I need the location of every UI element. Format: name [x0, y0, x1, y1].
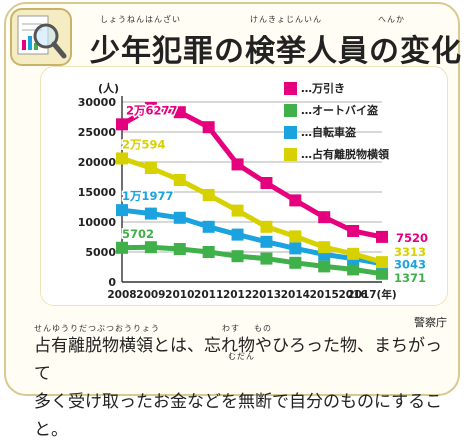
end-data-label: 1371 [394, 271, 426, 285]
data-point [260, 177, 273, 189]
data-point [173, 243, 186, 255]
data-point [202, 121, 215, 134]
x-tick-label: 2011 [194, 289, 223, 301]
y-tick-label: 0 [108, 276, 116, 289]
x-tick-label: 2009 [136, 289, 165, 301]
x-tick-label: 2013 [252, 289, 281, 301]
data-point [202, 246, 215, 258]
title-ruby-b: けんきょじんいん [250, 15, 322, 24]
data-point [260, 235, 273, 248]
start-data-label: 2万6277 [126, 103, 178, 117]
data-point [144, 102, 157, 114]
magnifier-chart-icon [10, 8, 72, 66]
data-point [376, 256, 388, 269]
data-point [144, 241, 157, 254]
magnifier-chart-icon-graphic [17, 15, 67, 59]
y-tick-label: 20000 [78, 156, 117, 169]
source-label: 警察庁 [414, 315, 447, 329]
legend-swatch [284, 104, 297, 117]
x-tick-label: 2008 [107, 289, 136, 301]
footnote-ruby-wasu: わす [222, 324, 240, 333]
x-tick-label: 2015 [310, 289, 339, 301]
data-point [347, 247, 360, 260]
legend-swatch [284, 126, 297, 139]
series-line [121, 244, 383, 277]
data-point [318, 260, 331, 273]
data-point [289, 194, 302, 207]
x-tick-label: 2017(年) [347, 288, 396, 301]
data-point [202, 189, 215, 201]
data-point [116, 241, 128, 254]
legend-label: …占有離脱物横領 [301, 147, 390, 161]
data-point [318, 211, 331, 224]
data-point [231, 158, 244, 171]
legend-swatch [284, 82, 297, 95]
title-ruby-c: へんか [378, 15, 405, 24]
y-tick-label: 25000 [78, 126, 117, 139]
footnote-line-1: 占有離脱物横領とは、忘れ物やひろった物、まちがって [34, 336, 442, 384]
data-point [116, 204, 128, 217]
series-line [121, 207, 383, 267]
data-point [347, 225, 360, 237]
data-point [173, 211, 186, 224]
data-point [289, 256, 302, 269]
data-point [231, 204, 244, 217]
data-point [260, 252, 273, 265]
page-title: 少年犯罪の検挙人員の変化 [90, 34, 462, 69]
legend-label: …万引き [301, 81, 345, 95]
footnote-ruby-mudan: むだん [228, 352, 255, 361]
y-axis-label: (人) [98, 81, 119, 95]
footnote: 占有離脱物横領とは、忘れ物やひろった物、まちがって 多く受け取ったお金などを無断… [34, 332, 454, 444]
y-tick-label: 30000 [78, 96, 117, 109]
y-tick-label: 10000 [78, 216, 117, 229]
data-point [173, 174, 186, 186]
data-point [202, 220, 215, 233]
x-tick-label: 2012 [223, 289, 252, 301]
title-ruby-a: しょうねんはんざい [100, 15, 181, 24]
y-tick-label: 5000 [85, 246, 116, 259]
end-data-label: 3043 [394, 258, 426, 272]
legend-swatch [284, 148, 297, 161]
data-point [144, 207, 157, 220]
data-point [173, 106, 186, 119]
data-point [289, 230, 302, 243]
data-point [144, 162, 157, 174]
end-data-label: 3313 [394, 245, 426, 259]
data-point [289, 242, 302, 255]
series-line [120, 105, 383, 240]
x-tick-label: 2014 [281, 289, 310, 301]
data-point [260, 220, 273, 233]
series-line [121, 156, 383, 265]
data-point [376, 230, 388, 243]
start-data-label: 5702 [122, 227, 154, 241]
data-point [376, 267, 388, 280]
data-point [318, 241, 331, 254]
data-point [347, 263, 360, 276]
footnote-ruby-mono: もの [254, 324, 272, 333]
data-point [231, 250, 244, 263]
x-tick-label: 2010 [165, 289, 194, 301]
end-data-label: 7520 [396, 231, 428, 245]
legend-label: …オートバイ盗 [301, 103, 378, 117]
data-point [116, 118, 128, 131]
data-point [231, 228, 244, 241]
footnote-ruby-senyu: せんゆうりだつぶつおうりょう [34, 324, 160, 333]
start-data-label: 2万594 [122, 137, 166, 151]
legend-label: …自転車盗 [301, 125, 356, 139]
x-tick-label: 2016 [338, 289, 367, 301]
start-data-label: 1万1977 [122, 189, 174, 203]
footnote-line-2: 多く受け取ったお金などを無断で自分のものにすること。 [34, 392, 443, 440]
data-point [116, 152, 128, 165]
y-tick-label: 15000 [78, 186, 117, 199]
